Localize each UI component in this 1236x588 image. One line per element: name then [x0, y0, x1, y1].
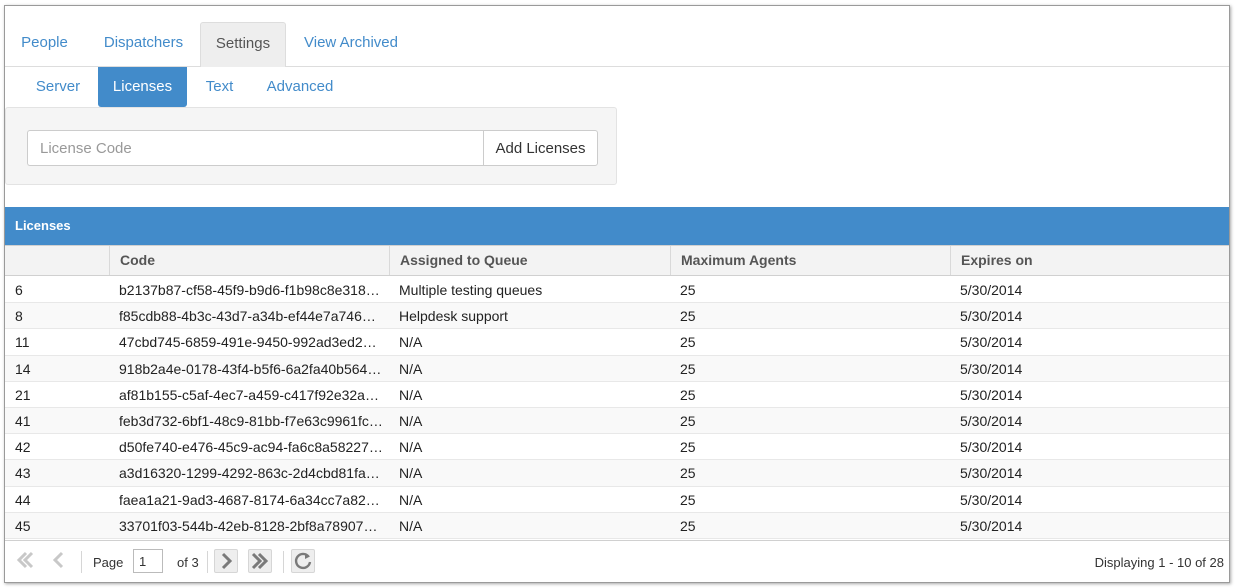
cell-queue: Multiple testing queues — [399, 282, 543, 298]
cell-code: d50fe740-e476-45c9-ac94-fa6c8a58227… — [119, 439, 383, 456]
cell-queue: N/A — [399, 360, 423, 377]
cell-max-agents: 25 — [680, 282, 696, 298]
first-page-icon[interactable] — [13, 549, 37, 573]
cell-code: b2137b87-cf58-45f9-b9d6-f1b98c8e318… — [119, 282, 380, 298]
cell-expires: 5/30/2014 — [960, 517, 1023, 534]
cell-queue: N/A — [399, 439, 423, 456]
table-row[interactable]: 44 faea1a21-9ad3-4687-8174-6a34cc7a82… N… — [5, 487, 1229, 513]
main-tab-bar: People Dispatchers Settings View Archive… — [5, 6, 1229, 67]
subtab-licenses[interactable]: Licenses — [98, 67, 187, 107]
cell-max-agents: 25 — [680, 465, 696, 482]
table-row[interactable]: 14 918b2a4e-0178-43f4-b5f6-6a2fa40b564… … — [5, 355, 1229, 382]
cell-queue: Helpdesk support — [399, 308, 508, 325]
cell-expires: 5/30/2014 — [960, 386, 1023, 403]
cell-expires: 5/30/2014 — [960, 412, 1023, 429]
cell-max-agents: 25 — [680, 491, 696, 508]
cell-expires: 5/30/2014 — [960, 334, 1023, 351]
pager-separator — [81, 551, 82, 573]
table-row[interactable]: 45 33701f03-544b-42eb-8128-2bf8a78907… N… — [5, 512, 1229, 539]
licenses-panel-title: Licenses — [5, 207, 1229, 245]
cell-code: 918b2a4e-0178-43f4-b5f6-6a2fa40b564… — [119, 360, 382, 377]
cell-max-agents: 25 — [680, 386, 696, 403]
tab-dispatchers[interactable]: Dispatchers — [103, 34, 184, 51]
cell-id: 45 — [15, 517, 31, 534]
app-window: People Dispatchers Settings View Archive… — [4, 5, 1230, 583]
cell-expires: 5/30/2014 — [960, 439, 1023, 456]
cell-queue: N/A — [399, 334, 423, 351]
cell-max-agents: 25 — [680, 360, 696, 377]
cell-max-agents: 25 — [680, 308, 696, 325]
cell-id: 44 — [15, 491, 31, 508]
license-form-panel: Add Licenses — [5, 107, 617, 185]
cell-id: 14 — [15, 360, 31, 377]
pager-separator — [283, 551, 284, 573]
subtab-text[interactable]: Text — [205, 78, 234, 95]
pagination-toolbar: Page of 3 Displaying 1 - 10 of 28 — [5, 540, 1229, 582]
column-header-expires[interactable]: Expires on — [950, 246, 1229, 275]
table-row[interactable]: 21 af81b155-c5af-4ec7-a459-c417f92e32a… … — [5, 382, 1229, 408]
cell-expires: 5/30/2014 — [960, 465, 1023, 482]
cell-id: 42 — [15, 439, 31, 456]
cell-max-agents: 25 — [680, 517, 696, 534]
pager-separator — [207, 551, 208, 573]
cell-id: 11 — [15, 334, 30, 351]
display-count-text: Displaying 1 - 10 of 28 — [1094, 555, 1224, 570]
table-row[interactable]: 8 f85cdb88-4b3c-43d7-a34b-ef44e7a7462… H… — [5, 303, 1229, 330]
cell-code: feb3d732-6bf1-48c9-81bb-f7e63c9961fc… — [119, 412, 383, 429]
cell-max-agents: 25 — [680, 412, 696, 429]
grid-header: Code Assigned to Queue Maximum Agents Ex… — [5, 245, 1229, 276]
last-page-icon[interactable] — [248, 549, 272, 573]
tab-view-archived[interactable]: View Archived — [304, 34, 398, 51]
cell-expires: 5/30/2014 — [960, 360, 1023, 377]
cell-code: faea1a21-9ad3-4687-8174-6a34cc7a82… — [119, 491, 380, 508]
table-row[interactable]: 43 a3d16320-1299-4292-863c-2d4cbd81fa… N… — [5, 460, 1229, 487]
subtab-server[interactable]: Server — [35, 78, 81, 95]
cell-max-agents: 25 — [680, 439, 696, 456]
table-row[interactable]: 11 47cbd745-6859-491e-9450-992ad3ed2d… N… — [5, 329, 1229, 356]
table-row[interactable]: 41 feb3d732-6bf1-48c9-81bb-f7e63c9961fc…… — [5, 407, 1229, 435]
column-header-id[interactable] — [5, 246, 109, 275]
license-code-input[interactable] — [27, 130, 484, 166]
column-header-queue[interactable]: Assigned to Queue — [389, 246, 670, 275]
tab-people[interactable]: People — [21, 34, 68, 51]
cell-queue: N/A — [399, 491, 423, 508]
cell-code: af81b155-c5af-4ec7-a459-c417f92e32a… — [119, 386, 379, 403]
column-header-max-agents[interactable]: Maximum Agents — [670, 246, 950, 275]
next-page-icon[interactable] — [214, 549, 238, 573]
cell-code: f85cdb88-4b3c-43d7-a34b-ef44e7a7462… — [119, 308, 383, 325]
cell-id: 43 — [15, 465, 31, 482]
cell-id: 8 — [15, 308, 23, 325]
cell-id: 6 — [15, 282, 23, 298]
page-total-label: of 3 — [177, 555, 199, 570]
page-label: Page — [93, 555, 124, 570]
cell-code: a3d16320-1299-4292-863c-2d4cbd81fa… — [119, 465, 380, 482]
table-row[interactable]: 42 d50fe740-e476-45c9-ac94-fa6c8a58227… … — [5, 434, 1229, 461]
cell-code: 47cbd745-6859-491e-9450-992ad3ed2d… — [119, 334, 383, 351]
cell-expires: 5/30/2014 — [960, 282, 1023, 298]
prev-page-icon[interactable] — [47, 549, 71, 573]
cell-queue: N/A — [399, 386, 423, 403]
subtab-advanced[interactable]: Advanced — [266, 78, 334, 95]
cell-queue: N/A — [399, 465, 423, 482]
grid-body: 6 b2137b87-cf58-45f9-b9d6-f1b98c8e318… M… — [5, 277, 1229, 539]
cell-id: 41 — [15, 412, 31, 429]
cell-expires: 5/30/2014 — [960, 308, 1023, 325]
cell-queue: N/A — [399, 517, 423, 534]
column-header-code[interactable]: Code — [109, 246, 389, 275]
add-licenses-button[interactable]: Add Licenses — [483, 130, 598, 166]
table-row[interactable]: 6 b2137b87-cf58-45f9-b9d6-f1b98c8e318… M… — [5, 277, 1229, 304]
cell-code: 33701f03-544b-42eb-8128-2bf8a78907… — [119, 517, 378, 534]
cell-max-agents: 25 — [680, 334, 696, 351]
cell-queue: N/A — [399, 412, 423, 429]
tab-settings[interactable]: Settings — [200, 22, 286, 67]
cell-expires: 5/30/2014 — [960, 491, 1023, 508]
page-number-input[interactable] — [133, 549, 163, 573]
cell-id: 21 — [15, 386, 31, 403]
refresh-icon[interactable] — [291, 549, 315, 573]
